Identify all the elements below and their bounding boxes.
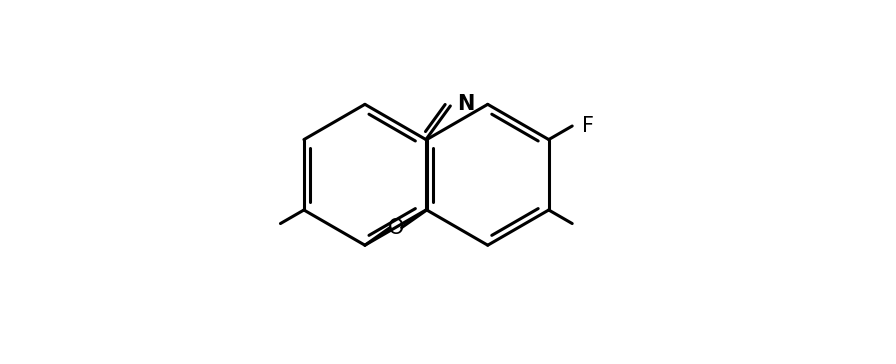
Text: N: N <box>457 94 474 114</box>
Text: O: O <box>388 218 404 238</box>
Text: F: F <box>582 116 594 136</box>
